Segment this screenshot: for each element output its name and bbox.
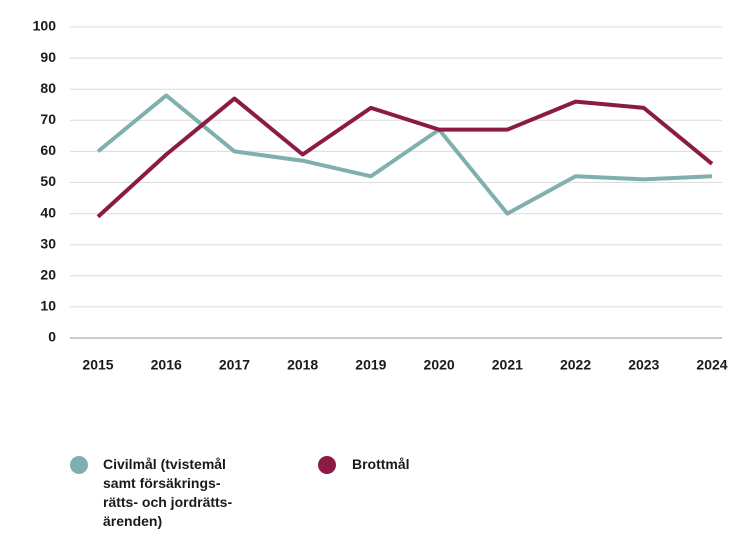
x-tick-label: 2023 bbox=[628, 357, 659, 373]
y-tick-label: 10 bbox=[40, 298, 56, 314]
x-tick-label: 2018 bbox=[287, 357, 318, 373]
x-tick-label: 2020 bbox=[424, 357, 455, 373]
x-tick-label: 2019 bbox=[355, 357, 386, 373]
legend-label: Civilmål (tvistemål samt försäkrings- rä… bbox=[103, 456, 233, 529]
y-tick-label: 80 bbox=[40, 80, 56, 96]
x-tick-label: 2015 bbox=[82, 357, 113, 373]
y-tick-label: 20 bbox=[40, 267, 56, 283]
legend-label: Brottmål bbox=[352, 456, 410, 472]
y-tick-label: 90 bbox=[40, 49, 56, 65]
y-tick-label: 30 bbox=[40, 235, 56, 251]
y-tick-label: 60 bbox=[40, 142, 56, 158]
legend-marker bbox=[318, 456, 336, 474]
y-tick-label: 0 bbox=[48, 329, 56, 345]
series-line bbox=[96, 96, 714, 219]
x-tick-label: 2016 bbox=[151, 357, 182, 373]
y-tick-label: 100 bbox=[33, 18, 57, 34]
legend-marker bbox=[70, 456, 88, 474]
y-tick-label: 70 bbox=[40, 111, 56, 127]
y-tick-label: 40 bbox=[40, 204, 56, 220]
chart: 0 10 20 30 40 50 60 70 80 90 100 2015 2016 2017 2018 20… bbox=[33, 18, 728, 373]
series-line bbox=[96, 93, 713, 216]
x-tick-label: 2021 bbox=[492, 357, 523, 373]
y-tick-label: 50 bbox=[40, 173, 56, 189]
x-tick-label: 2022 bbox=[560, 357, 591, 373]
x-tick-label: 2024 bbox=[696, 357, 727, 373]
x-tick-label: 2017 bbox=[219, 357, 250, 373]
